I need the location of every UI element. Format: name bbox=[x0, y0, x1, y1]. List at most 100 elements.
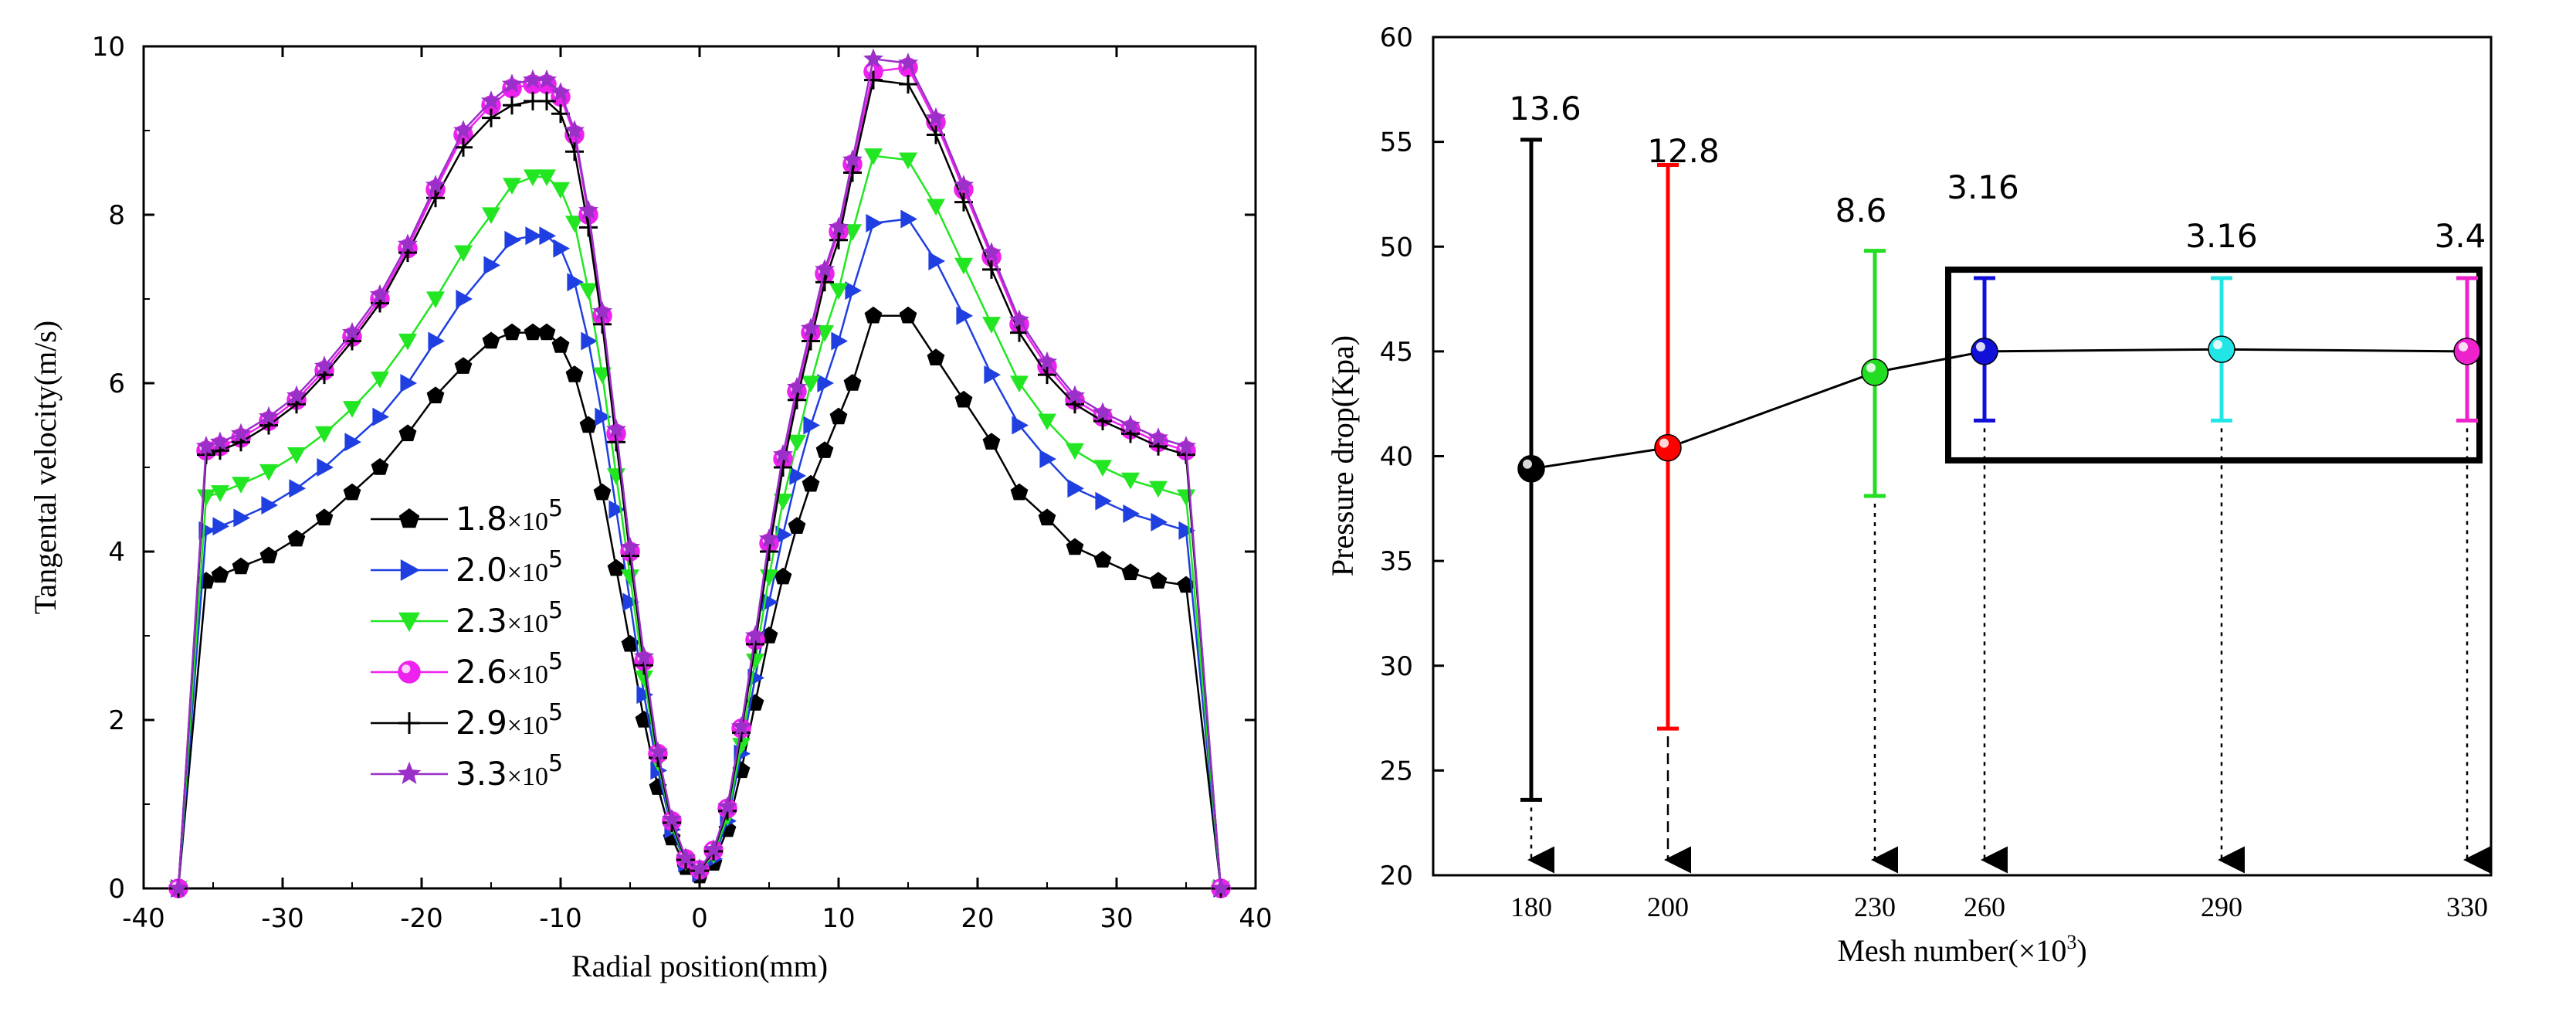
data-point-marker bbox=[829, 283, 848, 301]
right-errorbars bbox=[1517, 138, 2481, 802]
value-label: 3.16 bbox=[1947, 168, 2019, 206]
data-point-marker bbox=[501, 73, 523, 93]
legend-entry: 3.3×105 bbox=[371, 750, 563, 793]
data-point-marker bbox=[551, 182, 570, 199]
data-point-marker bbox=[843, 374, 862, 391]
data-point-marker bbox=[803, 416, 820, 435]
data-point-marker bbox=[503, 323, 521, 341]
data-point-marker bbox=[786, 376, 808, 396]
data-point-marker bbox=[522, 69, 544, 89]
data-point-marker bbox=[1008, 309, 1030, 329]
data-point-marker bbox=[454, 245, 473, 263]
data-point-marker bbox=[537, 169, 556, 186]
right-x-axis: 180 200 230 260 290 330 bbox=[1510, 891, 2488, 922]
data-point-marker bbox=[1149, 481, 1168, 498]
legend-label-sci: ×10 bbox=[507, 610, 548, 638]
right-y-tick-label: 40 bbox=[1380, 442, 1413, 473]
right-x-title-close: ) bbox=[2076, 933, 2086, 968]
data-point-marker bbox=[746, 654, 764, 671]
right-y-tick-label: 55 bbox=[1380, 127, 1413, 158]
series-line bbox=[177, 79, 1222, 889]
data-point-marker bbox=[689, 858, 710, 878]
data-point-marker bbox=[831, 331, 848, 351]
right-y-tick-label: 30 bbox=[1380, 651, 1413, 682]
left-y-tick-label: 2 bbox=[108, 705, 125, 736]
left-x-axis-title: Radial position(mm) bbox=[571, 949, 828, 983]
data-point-marker bbox=[565, 365, 584, 382]
mean-marker-highlight bbox=[1523, 459, 1532, 469]
legend-label-main: 2.3 bbox=[456, 602, 507, 640]
data-point-marker bbox=[788, 517, 806, 534]
data-point-marker bbox=[482, 207, 500, 224]
data-point-marker bbox=[1012, 416, 1029, 435]
data-point-marker bbox=[619, 536, 641, 556]
legend-label-sci: ×10 bbox=[507, 559, 548, 587]
data-point-marker bbox=[565, 216, 584, 233]
left-x-tick-label: 10 bbox=[822, 903, 855, 934]
data-point-marker bbox=[1066, 443, 1084, 460]
mean-marker-highlight bbox=[1866, 363, 1876, 372]
legend-entry: 1.8×105 bbox=[371, 495, 563, 538]
data-point-marker bbox=[426, 386, 445, 404]
data-point-marker bbox=[817, 374, 834, 392]
legend-label: 3.3×105 bbox=[456, 750, 563, 793]
legend-label-sci: ×10 bbox=[507, 508, 548, 536]
value-label: 3.16 bbox=[2185, 217, 2258, 255]
left-x-tick-label: 30 bbox=[1100, 903, 1133, 934]
left-y-tick-label: 10 bbox=[92, 32, 125, 63]
data-point-marker bbox=[482, 331, 500, 349]
data-point-marker bbox=[1210, 878, 1232, 898]
data-point-marker bbox=[567, 273, 584, 292]
data-point-marker bbox=[1121, 563, 1140, 580]
legend-entry: 2.3×105 bbox=[371, 597, 563, 640]
series-line bbox=[177, 155, 1222, 889]
series-3.3 bbox=[168, 48, 1232, 898]
legend-entry: 2.6×105 bbox=[371, 648, 563, 691]
series-line bbox=[177, 218, 1222, 889]
data-point-marker bbox=[717, 796, 738, 816]
data-point-marker bbox=[550, 82, 571, 102]
highlight-box-rect bbox=[1945, 267, 2483, 464]
data-point-marker bbox=[314, 355, 335, 375]
data-point-marker bbox=[400, 559, 420, 581]
data-point-marker bbox=[1175, 436, 1197, 455]
right-chart: 20 25 30 35 40 45 50 55 60 180 200 230 260 290 330 13… bbox=[1325, 22, 2493, 968]
data-point-marker bbox=[400, 374, 417, 392]
data-point-marker bbox=[209, 431, 231, 451]
data-point-marker bbox=[371, 458, 389, 475]
data-point-marker bbox=[456, 290, 473, 308]
data-point-marker bbox=[927, 199, 945, 216]
legend-label-exp: 5 bbox=[548, 648, 563, 675]
right-x-tick-label: 290 bbox=[2201, 891, 2242, 922]
data-point-marker bbox=[744, 625, 766, 645]
right-x-tick-label: 260 bbox=[1964, 891, 2005, 922]
legend-entry: 2.0×105 bbox=[371, 546, 563, 589]
data-point-marker bbox=[579, 283, 598, 301]
legend-label-exp: 5 bbox=[548, 597, 563, 624]
data-point-marker bbox=[814, 259, 836, 278]
data-point-marker bbox=[591, 301, 613, 321]
data-point-marker bbox=[536, 69, 558, 89]
data-point-marker bbox=[1039, 450, 1056, 469]
data-point-marker bbox=[1010, 375, 1029, 392]
left-chart: -40 -30 -20 -10 0 10 20 30 40 0 2 4 6 8 10 Radial pos… bbox=[28, 32, 1273, 983]
data-point-marker bbox=[1092, 402, 1113, 422]
legend-label: 2.9×105 bbox=[456, 699, 563, 742]
right-guide-arrows bbox=[1527, 428, 2490, 874]
errorbar-230 bbox=[1861, 249, 1889, 498]
data-point-marker bbox=[211, 485, 229, 502]
data-point-marker bbox=[397, 761, 422, 784]
data-point-marker bbox=[899, 152, 917, 170]
right-x-title-main: Mesh number(×10 bbox=[1837, 933, 2066, 968]
legend-label-exp: 5 bbox=[548, 750, 563, 777]
right-y-axis: 20 25 30 35 40 45 50 55 60 bbox=[1380, 22, 1444, 891]
mean-marker-highlight bbox=[1659, 438, 1669, 448]
data-point-marker bbox=[232, 477, 250, 494]
data-point-marker bbox=[1038, 413, 1056, 431]
data-point-marker bbox=[954, 390, 973, 408]
data-point-marker bbox=[504, 230, 521, 250]
legend-label-main: 3.3 bbox=[456, 755, 507, 793]
data-point-marker bbox=[369, 284, 391, 304]
mean-marker bbox=[1654, 433, 1682, 462]
right-connecting-line bbox=[1530, 348, 2468, 470]
